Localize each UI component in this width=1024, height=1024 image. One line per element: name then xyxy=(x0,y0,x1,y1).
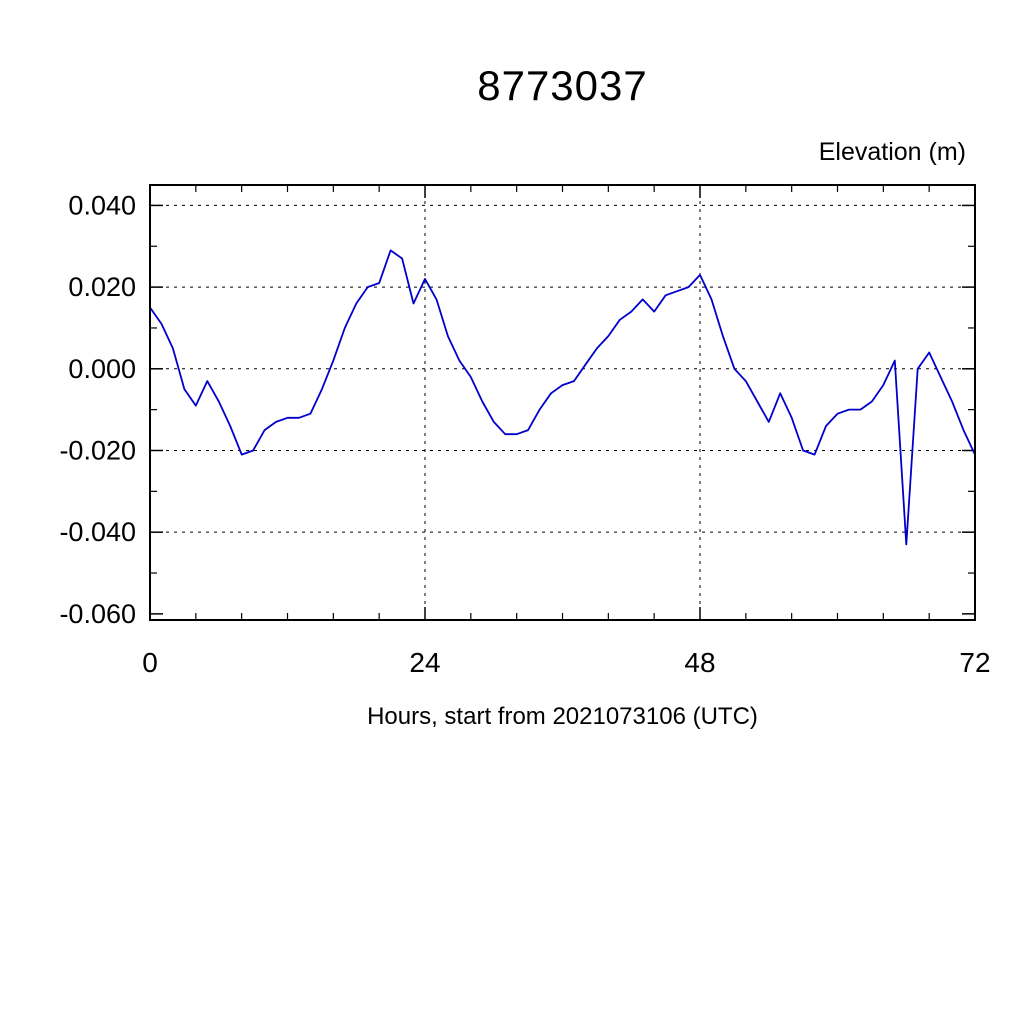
y-tick-label: 0.020 xyxy=(68,272,136,302)
x-tick-label: 72 xyxy=(959,647,990,678)
y-axis-title: Elevation (m) xyxy=(818,138,966,166)
x-axis-title: Hours, start from 2021073106 (UTC) xyxy=(367,703,758,730)
y-tick-label: 0.040 xyxy=(68,190,136,220)
y-tick-label: 0.000 xyxy=(68,354,136,384)
y-tick-label: -0.020 xyxy=(59,435,136,465)
y-tick-label: -0.060 xyxy=(59,599,136,629)
x-tick-label: 48 xyxy=(684,647,715,678)
chart-title: 8773037 xyxy=(477,62,648,109)
x-tick-label: 24 xyxy=(409,647,440,678)
y-tick-label: -0.040 xyxy=(59,517,136,547)
plot-border xyxy=(149,184,976,621)
x-tick-label: 0 xyxy=(142,647,158,678)
data-line-elevation xyxy=(149,249,976,546)
